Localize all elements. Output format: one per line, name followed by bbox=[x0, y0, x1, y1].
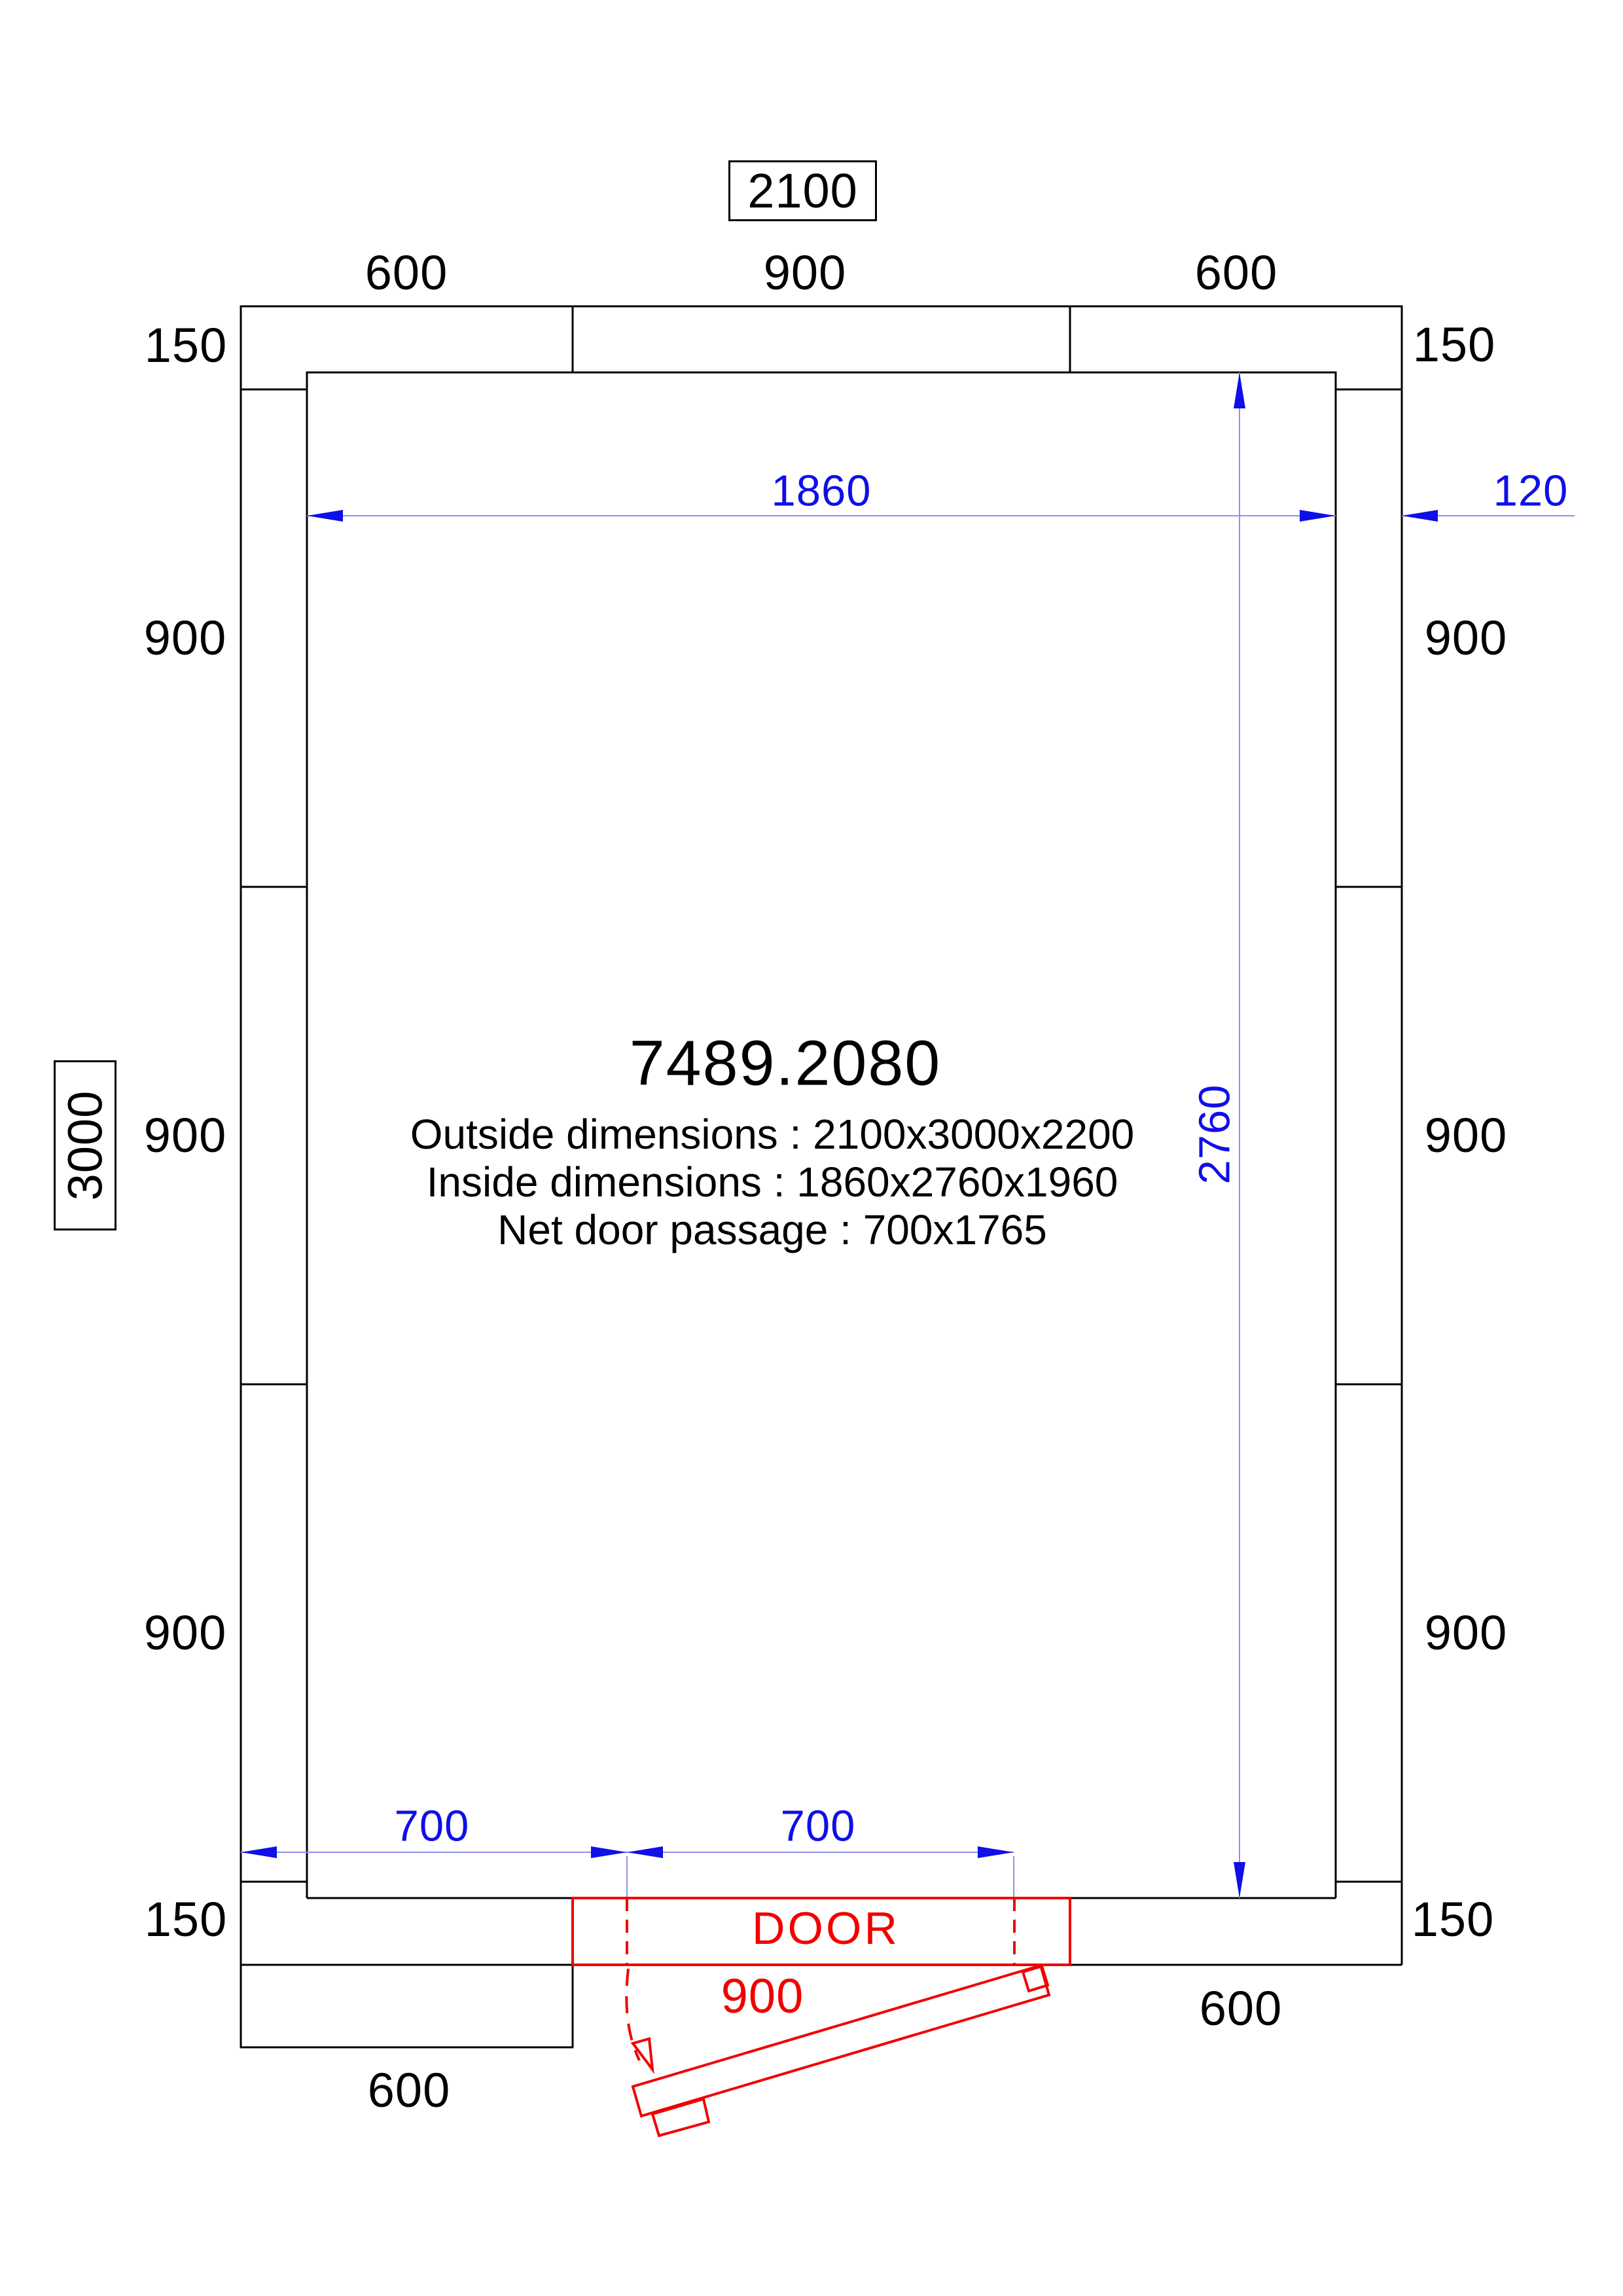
inside-dimensions-text: Inside dimensions : 1860x2760x1960 bbox=[426, 1158, 1118, 1206]
door-swing-arrowhead bbox=[630, 2037, 654, 2075]
overall-width-label: 2100 bbox=[747, 163, 858, 218]
bottom-panel-600-left: 600 bbox=[367, 2063, 451, 2117]
left-panel-150-bottom: 150 bbox=[144, 1892, 228, 1946]
right-panel-900-bottom: 900 bbox=[1424, 1605, 1508, 1660]
product-code: 7489.2080 bbox=[629, 1027, 942, 1099]
outside-dimensions-text: Outside dimensions : 2100x3000x2200 bbox=[410, 1111, 1135, 1158]
outer-wall-outline bbox=[240, 305, 1403, 1966]
inner-wall-outline bbox=[306, 371, 1337, 1899]
net-door-passage-text: Net door passage : 700x1765 bbox=[497, 1206, 1047, 1253]
left-panel-dividers bbox=[241, 388, 307, 1883]
door-panel bbox=[571, 1897, 1071, 1966]
overall-width-box: 2100 bbox=[728, 160, 877, 221]
top-panel-900: 900 bbox=[763, 245, 847, 300]
door-label: DOOR bbox=[752, 1903, 900, 1954]
overall-height-box: 3000 bbox=[54, 1060, 116, 1230]
inner-width-dim: 1860 bbox=[771, 466, 872, 516]
right-panel-dividers bbox=[1336, 388, 1402, 1883]
door-passage-dashed-edges bbox=[626, 1898, 1016, 1965]
door-leaf bbox=[631, 1964, 1051, 2118]
top-panel-dividers bbox=[571, 306, 1071, 372]
dimension-arrowheads bbox=[241, 372, 1438, 1898]
passage-offset-dim-left: 700 bbox=[394, 1801, 470, 1851]
top-panel-600-right: 600 bbox=[1194, 245, 1278, 300]
inner-height-dim: 2760 bbox=[1190, 1084, 1240, 1185]
left-panel-900-top: 900 bbox=[143, 611, 227, 665]
overall-height-label: 3000 bbox=[58, 1090, 112, 1201]
wall-thickness-dim: 120 bbox=[1493, 466, 1569, 516]
door-swing-arc bbox=[625, 1968, 641, 2061]
door-handle bbox=[651, 2097, 711, 2138]
left-panel-900-middle: 900 bbox=[143, 1108, 227, 1162]
door-hinge-block bbox=[1021, 1964, 1050, 1993]
left-panel-900-bottom: 900 bbox=[143, 1605, 227, 1660]
dimension-lines bbox=[241, 372, 1575, 1898]
right-panel-900-middle: 900 bbox=[1424, 1108, 1508, 1162]
bottom-panel-600-right: 600 bbox=[1199, 1981, 1283, 2036]
right-panel-900-top: 900 bbox=[1424, 611, 1508, 665]
right-panel-150-bottom: 150 bbox=[1411, 1892, 1495, 1946]
top-panel-600-left: 600 bbox=[365, 245, 448, 300]
passage-width-dim-right: 700 bbox=[780, 1801, 856, 1851]
bottom-left-panel bbox=[240, 1964, 574, 2049]
door-panel-width-dim: 900 bbox=[721, 1969, 804, 2023]
right-panel-150-top: 150 bbox=[1412, 317, 1496, 372]
left-panel-150-top: 150 bbox=[144, 318, 228, 372]
